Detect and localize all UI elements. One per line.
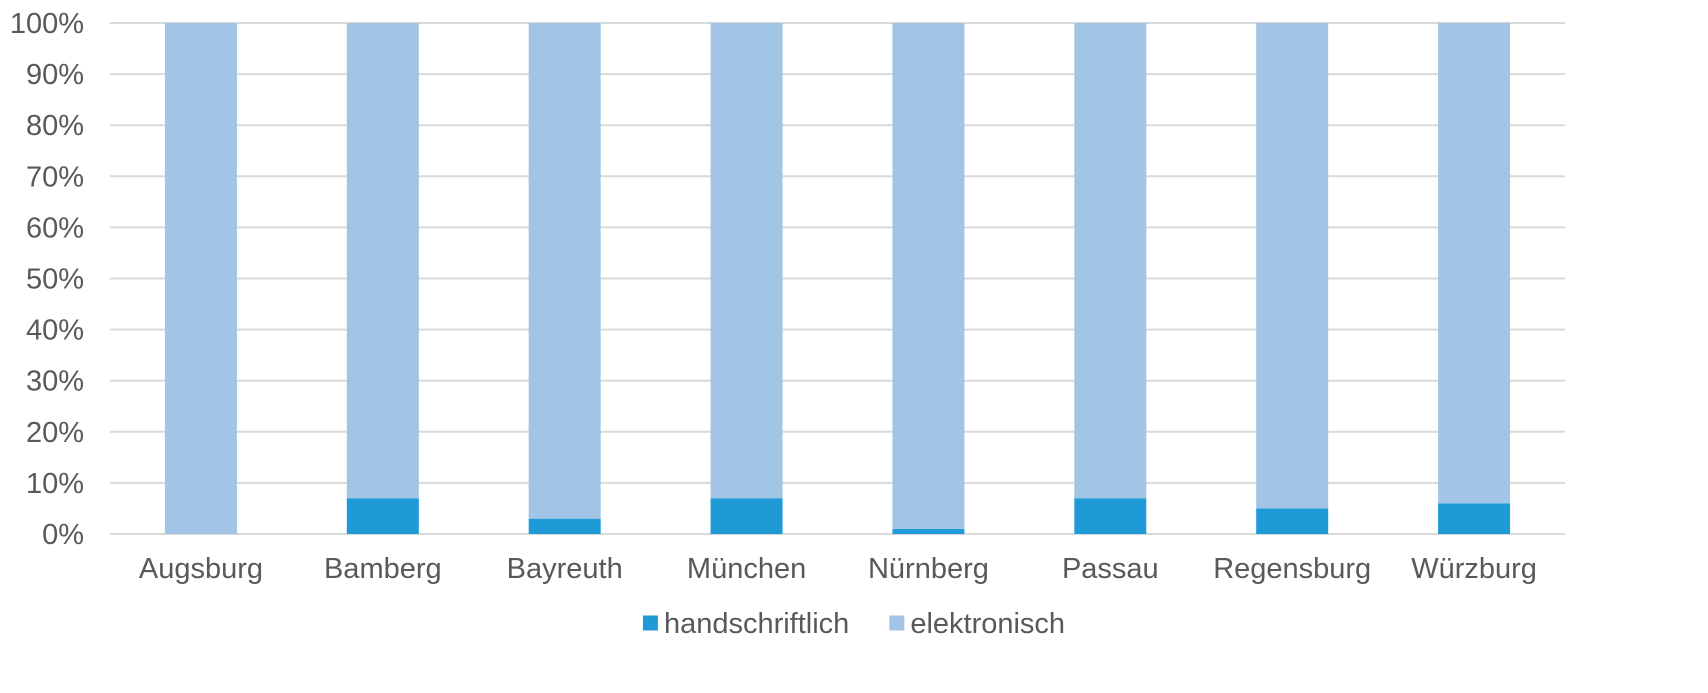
bar-segment-elektronisch [164, 23, 237, 534]
bar-segment-handschriftlich [710, 498, 783, 534]
legend-label: elektronisch [910, 608, 1065, 640]
legend-swatch [642, 615, 658, 631]
y-tick-label: 90% [26, 59, 84, 91]
x-tick-label: Augsburg [139, 553, 263, 585]
bar-segment-elektronisch [528, 23, 601, 519]
legend-label: handschriftlich [664, 608, 849, 640]
y-tick-label: 100% [10, 8, 84, 40]
x-tick-label: München [687, 553, 806, 585]
bar-segment-handschriftlich [892, 528, 965, 534]
x-axis-tick-labels: Augsburg Bamberg Bayreuth München Nürnberg Pa… [139, 553, 1537, 585]
y-tick-label: 70% [26, 161, 84, 193]
bar-segment-elektronisch [346, 23, 419, 499]
bar-segment-handschriftlich [528, 518, 601, 534]
bar-segment-elektronisch [1074, 23, 1147, 499]
x-tick-label: Bamberg [324, 553, 442, 585]
y-tick-label: 60% [26, 212, 84, 244]
y-tick-label: 0% [42, 519, 84, 551]
y-tick-label: 30% [26, 366, 84, 398]
y-tick-label: 40% [26, 315, 84, 347]
y-axis-tick-labels: 0% 10% 20% 30% 40% 50% 60% 70% 80% 90% 100% [10, 8, 84, 551]
bars [164, 23, 1511, 534]
bar-segment-elektronisch [1438, 23, 1511, 504]
legend: handschriftlich elektronisch [642, 608, 1065, 640]
bar-segment-handschriftlich [1256, 508, 1329, 534]
gridlines [110, 22, 1565, 535]
y-tick-label: 80% [26, 110, 84, 142]
x-tick-label: Regensburg [1213, 553, 1371, 585]
bar-segment-elektronisch [892, 23, 965, 529]
bar-segment-handschriftlich [346, 498, 419, 534]
bar-segment-handschriftlich [1438, 503, 1511, 534]
y-tick-label: 10% [26, 468, 84, 500]
bar-segment-handschriftlich [1074, 498, 1147, 534]
x-tick-label: Würzburg [1411, 553, 1537, 585]
bar-segment-elektronisch [710, 23, 783, 499]
x-tick-label: Nürnberg [868, 553, 989, 585]
x-tick-label: Passau [1062, 553, 1159, 585]
y-tick-label: 20% [26, 417, 84, 449]
legend-swatch [889, 615, 905, 631]
y-tick-label: 50% [26, 264, 84, 296]
bar-segment-elektronisch [1256, 23, 1329, 509]
x-tick-label: Bayreuth [507, 553, 623, 585]
